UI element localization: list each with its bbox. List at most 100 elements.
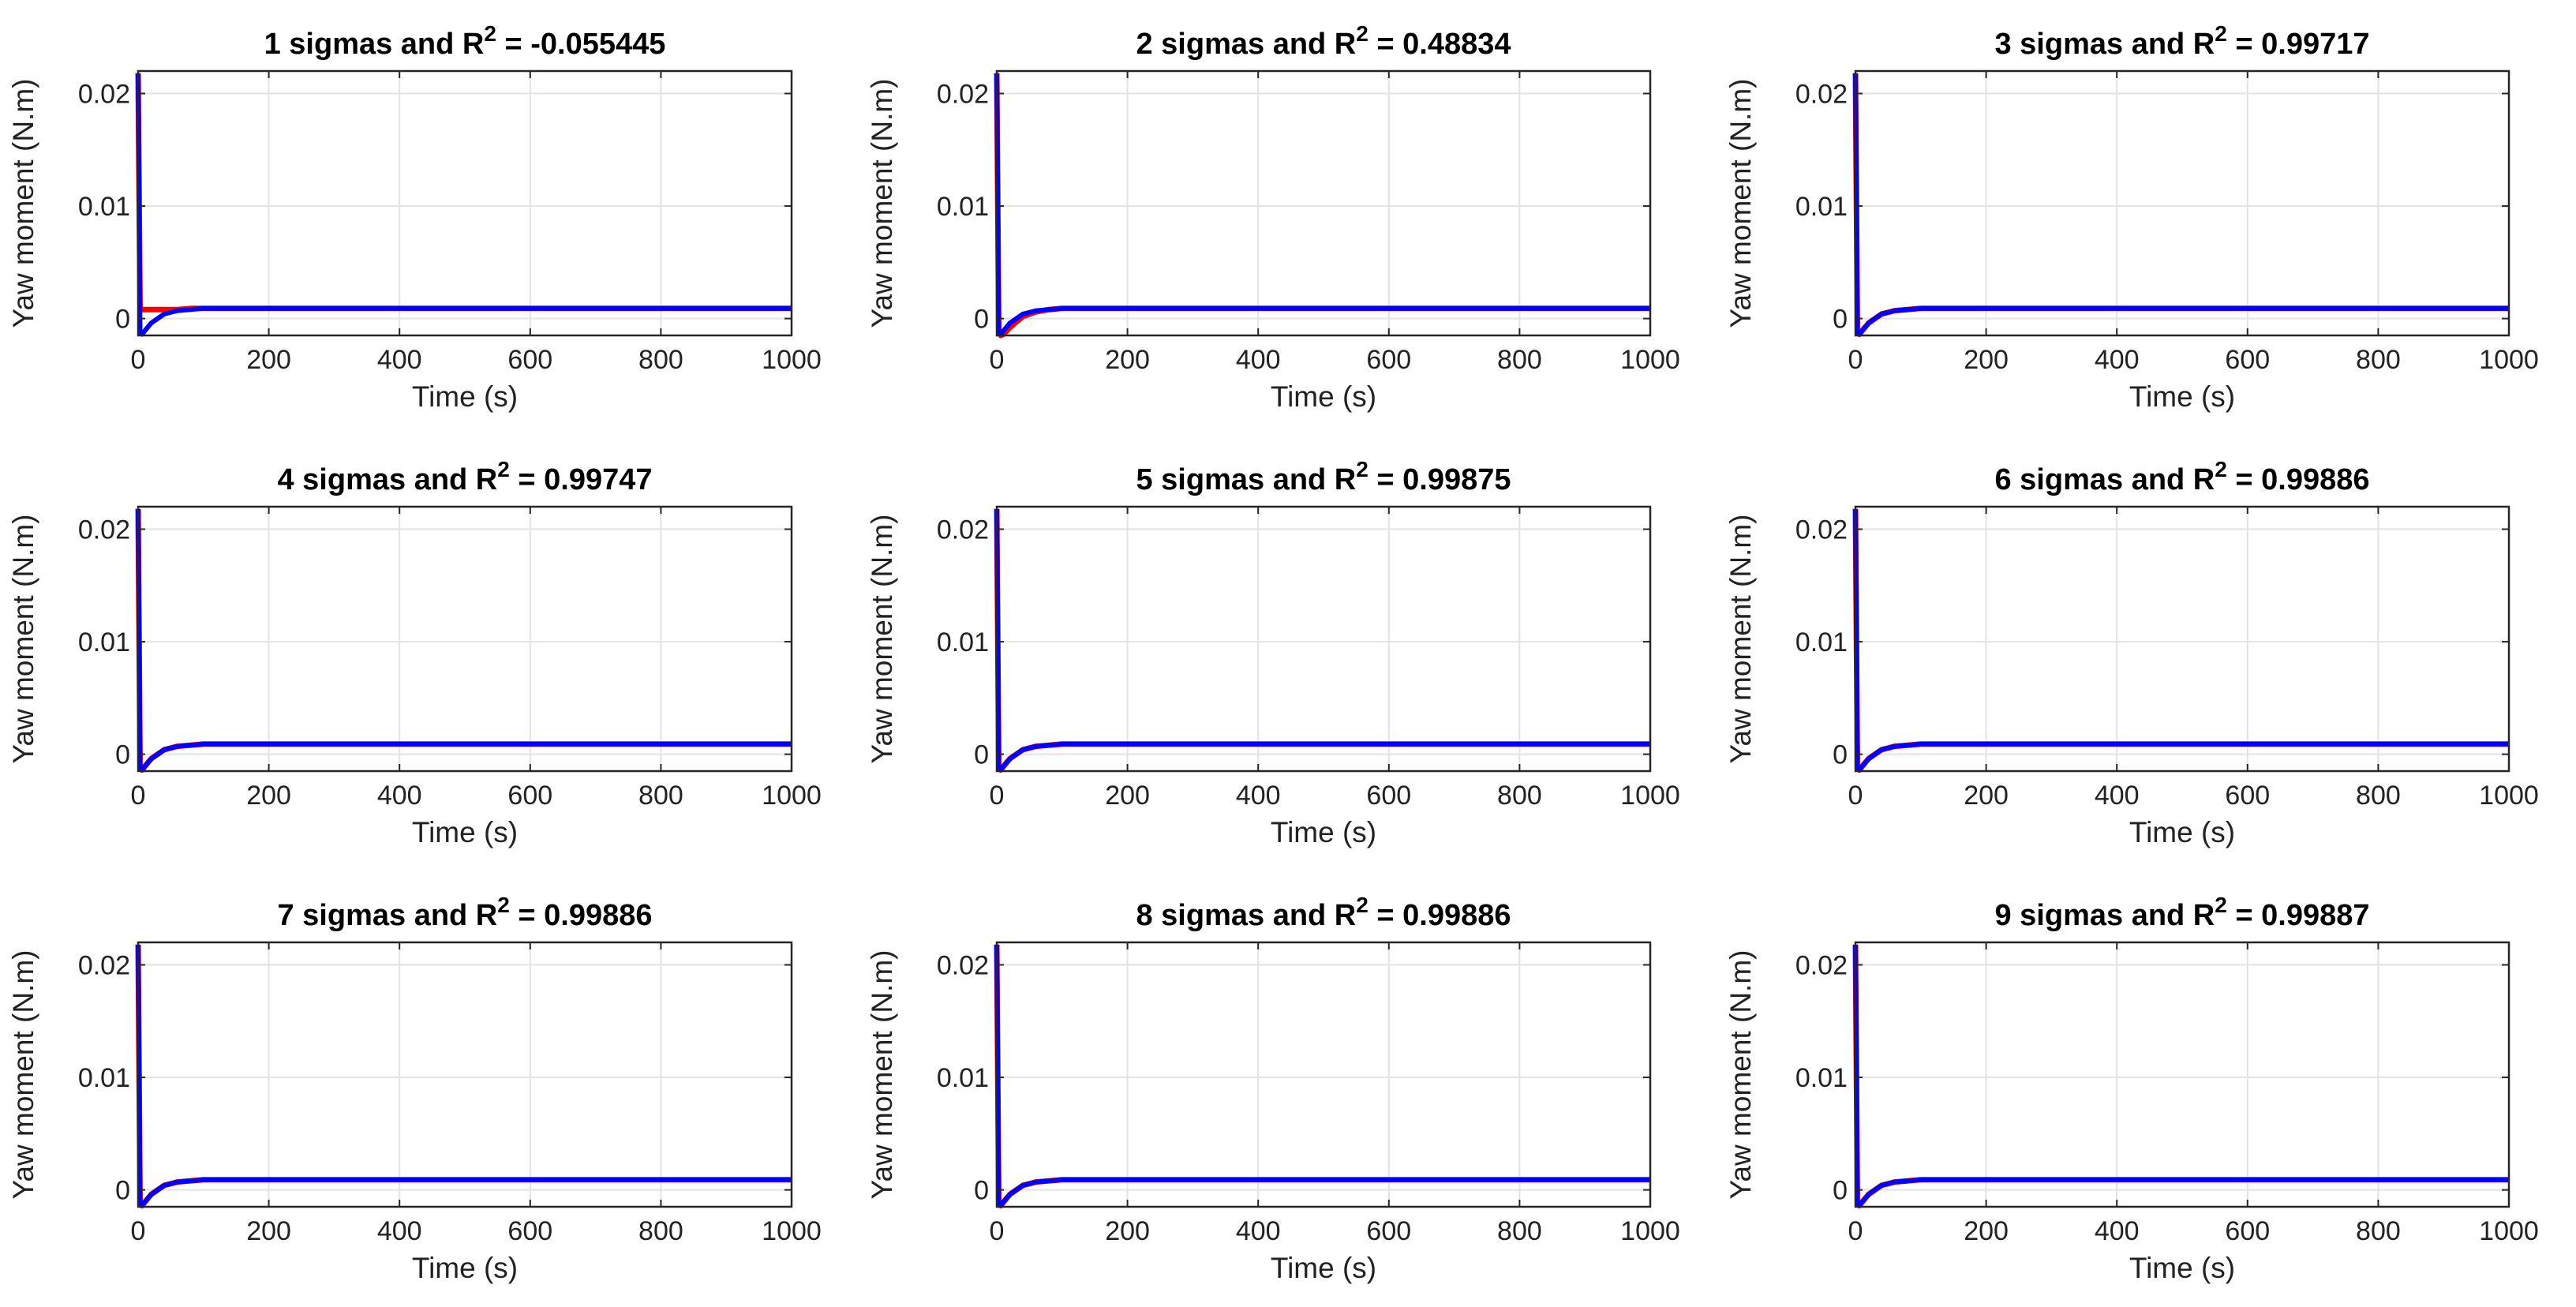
- x-axis-label: Time (s): [412, 1252, 518, 1284]
- y-tick-label: 0: [115, 1176, 130, 1206]
- x-axis-label: Time (s): [412, 380, 518, 413]
- x-tick-label: 800: [638, 345, 683, 375]
- x-tick-label: 800: [2356, 345, 2401, 375]
- x-tick-label: 1000: [762, 781, 822, 811]
- series-line-2: [994, 508, 1650, 773]
- y-tick-label: 0.02: [78, 951, 130, 981]
- subplot-title: 7 sigmas and R2 = 0.99886: [277, 893, 652, 932]
- title-superscript: 2: [484, 21, 496, 46]
- subplot-9: 0 200 400 600 800 1000 0 0.01 0.02 Time (s) Yaw mo…: [1717, 871, 2576, 1307]
- y-axis-label: Yaw moment (N.m): [866, 515, 898, 764]
- plot-area: [1855, 507, 2509, 771]
- subplot-svg: 0 200 400 600 800 1000 0 0.01 0.02 Time (s) Yaw mo…: [7, 21, 822, 413]
- subplot-svg: 0 200 400 600 800 1000 0 0.01 0.02 Time (s) Yaw mo…: [866, 893, 1680, 1284]
- y-tick-label: 0.02: [78, 515, 130, 545]
- x-tick-label: 800: [1497, 345, 1542, 375]
- x-tick-label: 0: [1848, 781, 1863, 811]
- x-tick-label: 0: [131, 781, 146, 811]
- axes-box: [1854, 505, 2510, 773]
- x-tick-label: 1000: [762, 345, 822, 375]
- y-tick-label: 0: [115, 740, 130, 770]
- x-tick-label: 400: [2095, 781, 2140, 811]
- x-tick-label: 200: [1105, 345, 1150, 375]
- y-axis-label: Yaw moment (N.m): [1724, 515, 1757, 764]
- y-axis-label: Yaw moment (N.m): [7, 950, 39, 1200]
- x-tick-label: 400: [1236, 1216, 1281, 1246]
- subplot-title: 5 sigmas and R2 = 0.99875: [1136, 457, 1511, 496]
- y-tick-label: 0: [115, 305, 130, 335]
- series-line-2: [1853, 944, 2509, 1208]
- title-superscript: 2: [2215, 21, 2227, 46]
- plot-area: [997, 507, 1650, 771]
- series-line-2: [136, 944, 792, 1208]
- subplot-title: 9 sigmas and R2 = 0.99887: [1994, 893, 2369, 932]
- y-tick-label: 0: [1833, 305, 1848, 335]
- x-tick-label: 600: [1366, 1216, 1411, 1246]
- subplot-svg: 0 200 400 600 800 1000 0 0.01 0.02 Time (s) Yaw mo…: [7, 457, 822, 848]
- axes-box: [995, 505, 1652, 773]
- y-tick-label: 0: [974, 1176, 989, 1206]
- subplot-title: 1 sigmas and R2 = -0.055445: [264, 21, 666, 61]
- title-superscript: 2: [1356, 21, 1368, 46]
- title-superscript: 2: [497, 457, 510, 481]
- x-tick-label: 400: [2095, 345, 2140, 375]
- y-tick-label: 0.01: [937, 627, 989, 657]
- y-tick-label: 0.01: [78, 627, 130, 657]
- x-tick-label: 400: [377, 345, 422, 375]
- x-tick-label: 0: [990, 781, 1005, 811]
- x-tick-label: 0: [1848, 345, 1863, 375]
- y-tick-label: 0.02: [1795, 80, 1848, 110]
- axes-box: [995, 941, 1652, 1208]
- title-value: = 0.99886: [510, 899, 653, 932]
- plot-area: [1855, 71, 2509, 335]
- y-axis-label: Yaw moment (N.m): [866, 950, 898, 1200]
- y-axis-label: Yaw moment (N.m): [7, 515, 39, 764]
- x-axis-label: Time (s): [1271, 380, 1376, 413]
- axes-box: [137, 941, 793, 1208]
- series-line-2: [994, 73, 1650, 337]
- y-tick-label: 0.02: [1795, 951, 1848, 981]
- x-tick-label: 600: [2225, 1216, 2270, 1246]
- x-tick-label: 1000: [2479, 781, 2539, 811]
- axes-box: [137, 69, 793, 337]
- x-tick-label: 800: [1497, 781, 1542, 811]
- x-tick-label: 1000: [762, 1216, 822, 1246]
- y-tick-label: 0.02: [937, 515, 989, 545]
- y-tick-label: 0.01: [1795, 1063, 1848, 1093]
- x-tick-label: 1000: [1620, 345, 1680, 375]
- x-tick-label: 600: [507, 345, 552, 375]
- title-value: = 0.99717: [2227, 28, 2370, 61]
- x-tick-label: 1000: [1620, 1216, 1680, 1246]
- subplot-6: 0 200 400 600 800 1000 0 0.01 0.02 Time (s) Yaw mo…: [1717, 436, 2576, 871]
- x-tick-label: 200: [246, 781, 291, 811]
- x-tick-label: 600: [1366, 781, 1411, 811]
- axes-box: [1854, 69, 2510, 337]
- subplot-5: 0 200 400 600 800 1000 0 0.01 0.02 Time (s) Yaw mo…: [859, 436, 1717, 871]
- x-tick-label: 200: [1105, 781, 1150, 811]
- subplot-svg: 0 200 400 600 800 1000 0 0.01 0.02 Time (s) Yaw mo…: [866, 457, 1680, 848]
- axes-box: [995, 69, 1652, 337]
- y-tick-label: 0: [974, 305, 989, 335]
- subplot-4: 0 200 400 600 800 1000 0 0.01 0.02 Time (s) Yaw mo…: [0, 436, 859, 871]
- plot-area: [997, 942, 1650, 1207]
- title-superscript: 2: [2215, 893, 2227, 917]
- x-tick-label: 0: [1848, 1216, 1863, 1246]
- y-axis-label: Yaw moment (N.m): [7, 79, 39, 328]
- x-tick-label: 200: [1964, 781, 2009, 811]
- title-main: 8 sigmas and R: [1136, 899, 1356, 932]
- x-tick-label: 0: [131, 1216, 146, 1246]
- x-tick-label: 200: [246, 1216, 291, 1246]
- y-tick-label: 0: [1833, 740, 1848, 770]
- x-tick-label: 800: [2356, 1216, 2401, 1246]
- series-line-2: [1853, 508, 2509, 773]
- axes-box: [1854, 941, 2510, 1208]
- series-line-2: [994, 944, 1650, 1208]
- x-tick-label: 400: [1236, 781, 1281, 811]
- x-axis-label: Time (s): [2129, 1252, 2235, 1284]
- plot-area: [138, 71, 792, 335]
- y-tick-label: 0.02: [78, 80, 130, 110]
- series-line-2: [136, 73, 792, 337]
- title-main: 6 sigmas and R: [1994, 463, 2215, 496]
- y-tick-label: 0.01: [78, 1063, 130, 1093]
- title-main: 3 sigmas and R: [1994, 28, 2215, 61]
